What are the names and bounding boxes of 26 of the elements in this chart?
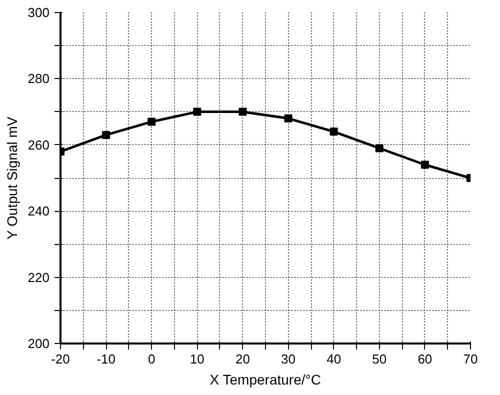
x-tick-label: 30 (281, 352, 296, 366)
point (102, 130, 110, 139)
point (284, 114, 292, 122)
y-axis-title: Y Output Signal mV (4, 116, 20, 240)
point (238, 108, 247, 116)
x-tick-label: 50 (372, 352, 387, 366)
x-tick-label: 0 (148, 352, 156, 366)
x-tick-label: 20 (235, 352, 250, 366)
y-tick-label: 280 (28, 71, 50, 86)
x-tick-label: 10 (190, 352, 204, 366)
y-tick-label: 300 (28, 5, 50, 20)
x-tick-label: 70 (463, 352, 478, 366)
point (330, 128, 338, 136)
y-tick-label: 240 (28, 204, 50, 219)
x-tick-label: -20 (51, 352, 70, 366)
point (193, 108, 202, 116)
x-tick-label: -10 (96, 352, 116, 366)
y-tick-label: 260 (28, 137, 50, 152)
x-axis-title: X Temperature/°C (210, 372, 321, 388)
y-tick-label: 220 (28, 270, 50, 285)
point (420, 160, 429, 169)
y-tick-label: 200 (28, 336, 50, 351)
x-tick-label: 40 (326, 352, 342, 366)
point (375, 144, 384, 152)
point (148, 118, 156, 126)
x-tick-label: 60 (418, 352, 432, 366)
